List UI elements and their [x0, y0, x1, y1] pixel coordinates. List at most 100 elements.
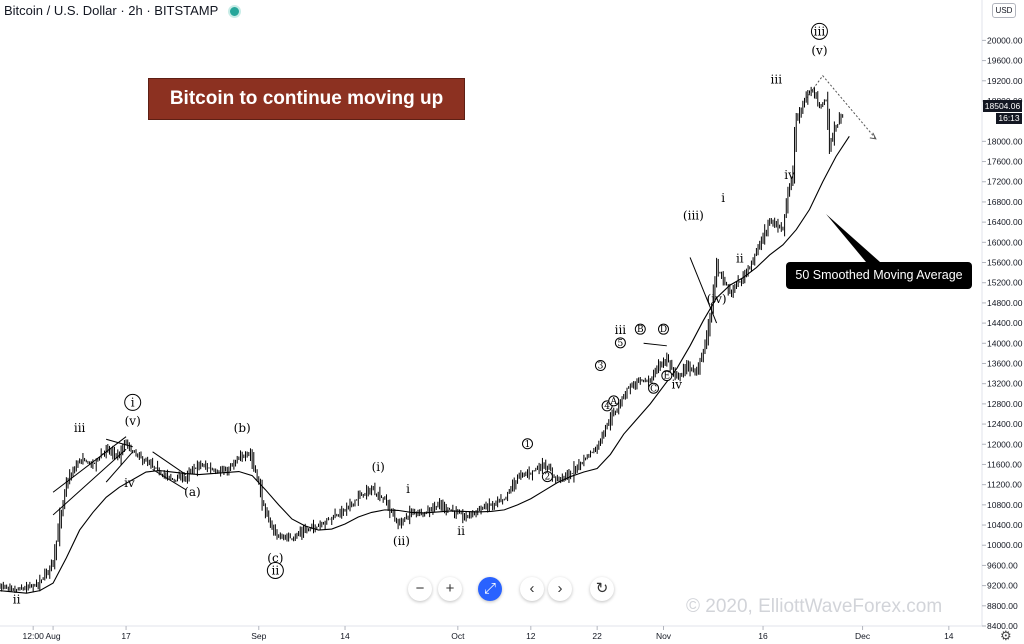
time-tick-label: 14	[944, 631, 954, 641]
wave-label: iii	[615, 323, 627, 337]
settings-gear-icon[interactable]: ⚙	[1000, 628, 1012, 643]
time-tick-label: Dec	[855, 631, 871, 641]
time-tick-label: 16	[758, 631, 768, 641]
time-tick-label: 12:00	[23, 631, 45, 641]
price-tick-label: 14000.00	[987, 338, 1023, 348]
time-tick-label: 17	[121, 631, 131, 641]
wave-label: (iv)	[707, 292, 727, 306]
time-tick-label: Aug	[46, 631, 61, 641]
projection-arrowhead	[869, 132, 877, 140]
time-tick-label: 14	[340, 631, 350, 641]
price-tick-label: 10000.00	[987, 540, 1023, 550]
wave-label: i	[406, 482, 410, 496]
subwave-label: E	[664, 372, 671, 382]
subwave-circle	[521, 438, 533, 450]
subwave-label: 1	[525, 440, 531, 450]
wave-label: ii	[736, 252, 744, 266]
moving-average-callout: 50 Smoothed Moving Average	[786, 262, 972, 289]
wave-label: ii	[457, 524, 465, 538]
wave-label: (ii)	[393, 534, 410, 548]
price-tick-label: 12400.00	[987, 419, 1023, 429]
wave-label: iv	[671, 378, 682, 392]
subwave-label: A	[610, 397, 618, 407]
time-tick-label: Nov	[656, 631, 672, 641]
price-tick-label: 11600.00	[987, 459, 1022, 469]
reset-chart-button[interactable]: ⤢	[478, 577, 502, 601]
wave-label: i	[721, 191, 725, 205]
market-status-dot	[228, 5, 242, 19]
price-tick-label: 10400.00	[987, 520, 1023, 530]
price-tick-label: 10800.00	[987, 500, 1023, 510]
callout-pointer	[826, 214, 880, 262]
wedge-trendline	[689, 257, 718, 324]
currency-badge[interactable]: USD	[992, 3, 1016, 18]
subwave-label: 4	[604, 402, 610, 412]
price-tick-label: 15600.00	[987, 258, 1023, 268]
price-tick-label: 9200.00	[987, 581, 1018, 591]
subwave-circle	[614, 337, 626, 349]
subwave-label: 5	[618, 339, 624, 349]
subwave-circle	[648, 382, 660, 394]
scroll-right-button[interactable]: ›	[548, 577, 572, 601]
wave-label: (v)	[125, 414, 141, 428]
zoom-out-button[interactable]: −	[408, 577, 432, 601]
wave-label: (v)	[811, 44, 827, 58]
wave-label: (iii)	[683, 209, 704, 223]
projection-line	[805, 74, 877, 140]
time-tick-label: Oct	[451, 631, 465, 641]
last-price-tag: 18504.06	[983, 100, 1022, 112]
price-tick-label: 17600.00	[987, 157, 1023, 167]
price-tick-label: 20000.00	[987, 35, 1023, 45]
subwave-label: 2	[545, 473, 551, 483]
price-candles	[0, 86, 844, 593]
scroll-left-button[interactable]: ‹	[520, 577, 544, 601]
price-axis: 8400.00 8800.00 9200.00 9600.00 10000.00 1040…	[982, 35, 1023, 631]
wave-labels: iiiiiiv(v)i(a)(b)(c)ii(i)i(ii)iiiiiiv(ii…	[13, 22, 828, 606]
subwave-label: C	[650, 384, 657, 394]
refresh-button[interactable]: ↻	[590, 577, 614, 601]
wave-label: (b)	[234, 421, 251, 435]
wave-label: ii	[13, 592, 21, 606]
wave-label: i	[131, 395, 135, 409]
wave-label: (c)	[267, 551, 283, 565]
watermark: © 2020, ElliottWaveForex.com	[686, 596, 943, 617]
price-tick-label: 17200.00	[987, 177, 1023, 187]
subwave-label: B	[637, 325, 644, 335]
subwave-circle	[658, 323, 670, 335]
moving-average-line	[0, 136, 850, 594]
price-tick-label: 15200.00	[987, 278, 1023, 288]
price-tick-label: 12800.00	[987, 399, 1023, 409]
price-tick-label: 8400.00	[987, 621, 1018, 631]
wave-circle	[810, 22, 828, 40]
subwave-circle	[634, 323, 646, 335]
time-tick-label: 12	[526, 631, 536, 641]
price-tick-label: 11200.00	[987, 480, 1022, 490]
price-tick-label: 18000.00	[987, 136, 1023, 146]
price-tick-label: 16800.00	[987, 197, 1023, 207]
subwave-circle	[608, 395, 620, 407]
wave-label: iii	[771, 72, 783, 86]
price-tick-label: 14800.00	[987, 298, 1023, 308]
time-tick-label: Sep	[251, 631, 266, 641]
wedge-trendline	[152, 451, 187, 475]
subwave-circle	[661, 370, 673, 382]
wave-label: iv	[124, 476, 135, 490]
zoom-in-button[interactable]: +	[438, 577, 462, 601]
time-tick-label: 22	[592, 631, 602, 641]
wedge-trendline	[643, 342, 667, 347]
price-tick-label: 16000.00	[987, 237, 1023, 247]
price-tick-label: 13600.00	[987, 358, 1023, 368]
subwave-circle	[594, 360, 606, 372]
wedge-trendline	[106, 438, 133, 448]
price-tick-label: 19200.00	[987, 76, 1023, 86]
time-axis: 12:00 Aug 17 Sep 14 Oct 12 22 Nov 16 Dec 14	[23, 626, 954, 641]
subwave-label: D	[660, 325, 667, 335]
price-tick-label: 12000.00	[987, 439, 1023, 449]
price-tick-label: 16400.00	[987, 217, 1023, 227]
wave-label: (a)	[184, 485, 201, 499]
wedge-trendline	[52, 448, 127, 516]
wave-label: iii	[814, 24, 826, 38]
wave-label: iii	[74, 421, 86, 435]
wave-circle	[124, 393, 142, 411]
